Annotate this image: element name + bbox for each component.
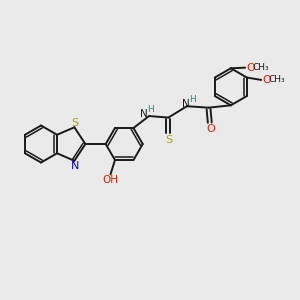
Text: O: O <box>246 63 255 73</box>
Text: O: O <box>262 75 271 85</box>
Text: O: O <box>206 124 215 134</box>
Text: S: S <box>165 135 172 145</box>
Text: CH₃: CH₃ <box>252 63 269 72</box>
Text: H: H <box>189 95 196 104</box>
Text: S: S <box>71 118 79 128</box>
Text: N: N <box>182 99 190 110</box>
Text: N: N <box>71 161 79 171</box>
Text: OH: OH <box>103 175 118 185</box>
Text: CH₃: CH₃ <box>268 75 285 84</box>
Text: H: H <box>147 105 154 114</box>
Text: N: N <box>140 109 148 119</box>
